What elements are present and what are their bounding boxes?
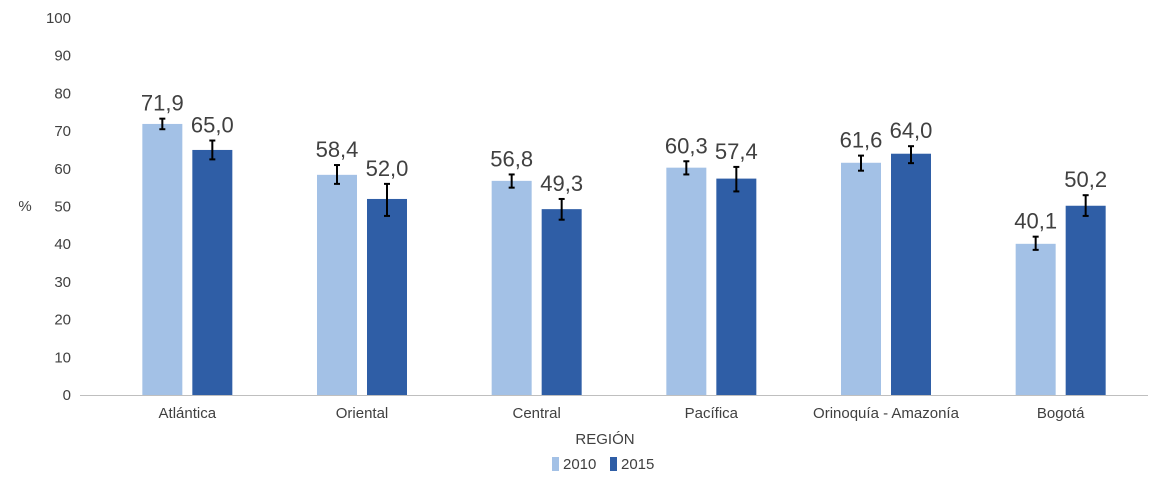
bar-2010	[317, 174, 357, 395]
bar-2015	[1065, 205, 1106, 395]
legend-swatch-2010	[552, 457, 559, 471]
error-bar	[733, 165, 740, 193]
bar-2010	[841, 162, 881, 395]
y-tick-label: 80	[54, 85, 71, 102]
data-label: 61,6	[840, 128, 883, 153]
error-bar	[508, 173, 515, 189]
x-axis-title: REGIÓN	[575, 431, 634, 448]
x-tick-label: Atlántica	[159, 405, 217, 422]
x-tick-label: Bogotá	[1037, 405, 1085, 422]
legend-label: 2015	[621, 456, 654, 473]
data-label: 56,8	[490, 146, 533, 171]
error-bar	[159, 117, 166, 131]
y-tick-label: 100	[46, 10, 71, 27]
bar-2015	[367, 198, 407, 395]
y-tick-label: 20	[54, 312, 71, 329]
y-axis-title: %	[18, 198, 31, 215]
error-bars	[159, 117, 1089, 251]
error-bar	[209, 139, 216, 161]
y-tick-label: 50	[54, 199, 71, 216]
y-tick-label: 10	[54, 349, 71, 366]
data-label: 40,1	[1014, 209, 1057, 234]
bar-2015	[716, 178, 757, 395]
data-label: 60,3	[665, 133, 708, 158]
y-tick-label: 60	[54, 161, 71, 178]
bar-2010	[1015, 243, 1056, 395]
y-tick-label: 30	[54, 274, 71, 291]
y-tick-label: 70	[54, 123, 71, 140]
x-tick-label: Pacífica	[685, 405, 739, 422]
error-bar	[384, 182, 390, 217]
x-axis: Atlántica Oriental Central Pacífica Orinoquí…	[159, 405, 1086, 422]
y-tick-label: 90	[54, 48, 71, 65]
error-bar	[334, 164, 340, 185]
bar-2015	[192, 149, 233, 395]
data-labels: 71,9 65,0 58,4 52,0 56,8 49,3 60,3 57,4 61,6 64,0…	[141, 91, 1107, 234]
x-tick-label: Orinoquía - Amazonía	[813, 405, 960, 422]
error-bar	[858, 154, 864, 172]
bars	[142, 123, 1106, 395]
error-bar	[1032, 235, 1039, 251]
y-axis: 0 10 20 30 40 50 60 70 80 90 100	[46, 10, 71, 404]
x-tick-label: Central	[512, 405, 560, 422]
bar-2015	[541, 209, 582, 395]
data-label: 57,4	[715, 139, 758, 164]
data-label: 50,2	[1064, 167, 1107, 192]
bar-2010	[491, 180, 532, 395]
bar-2010	[666, 167, 707, 395]
data-label: 64,0	[890, 118, 933, 143]
error-bar	[1082, 194, 1089, 217]
legend-label: 2010	[563, 456, 596, 473]
legend: 2010 2015	[552, 456, 654, 473]
data-label: 49,3	[540, 171, 583, 196]
y-tick-label: 40	[54, 236, 71, 253]
data-label: 65,0	[191, 113, 234, 138]
error-bar	[558, 197, 565, 221]
data-label: 58,4	[316, 137, 359, 162]
bar-2015	[891, 153, 931, 395]
data-label: 71,9	[141, 91, 184, 116]
y-tick-label: 0	[63, 387, 71, 404]
error-bar	[683, 160, 690, 176]
error-bar	[908, 145, 914, 165]
x-tick-label: Oriental	[336, 405, 389, 422]
data-label: 52,0	[366, 156, 409, 181]
legend-swatch-2015	[610, 457, 617, 471]
bar-2010	[142, 123, 183, 395]
